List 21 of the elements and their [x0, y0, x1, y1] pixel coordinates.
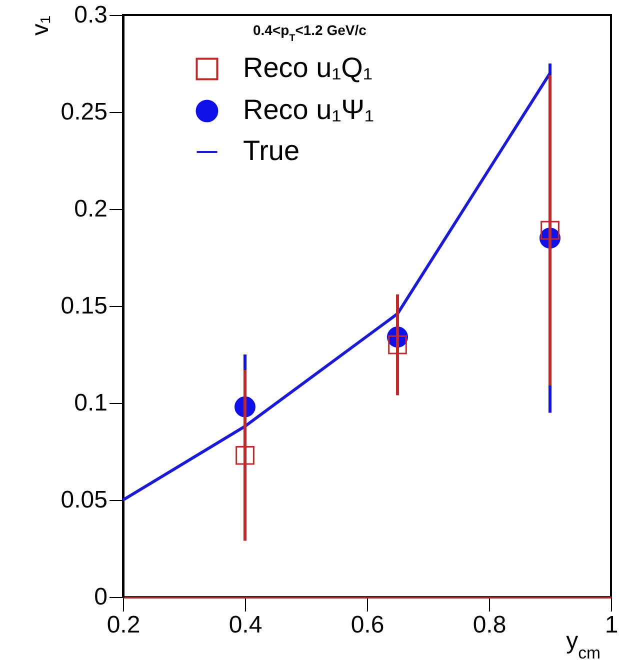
y-tick-label: 0 — [94, 584, 108, 610]
y-tick-label: 0.15 — [60, 292, 108, 320]
x-tick-label: 0.2 — [106, 612, 140, 638]
legend-label: True — [243, 135, 300, 166]
point — [388, 335, 407, 354]
legend-label: Reco u₁Ψ₁ — [243, 94, 374, 125]
x-tick-label: 0.6 — [350, 612, 384, 638]
x-tick-label: 0.4 — [228, 612, 262, 638]
y-axis-title: v₁ — [26, 16, 54, 36]
point — [236, 446, 254, 465]
legend-label: Reco u₁Q₁ — [243, 52, 372, 83]
x-axis-title: y$_{cm}$ — [566, 628, 600, 662]
x-tick-label: 1 — [604, 612, 618, 638]
y-tick-label: 0.3 — [74, 2, 108, 28]
y-tick-label: 0.1 — [74, 390, 108, 416]
y-tick-label: 0.2 — [74, 196, 108, 222]
annotation: 0.4<p$_{T}$<1.2 GeV/c — [253, 22, 367, 44]
y-tick-label: 0.25 — [60, 98, 108, 126]
y-tick-label: 0.05 — [60, 486, 108, 514]
point — [540, 220, 560, 240]
x-tick-label: 0.8 — [472, 612, 506, 638]
